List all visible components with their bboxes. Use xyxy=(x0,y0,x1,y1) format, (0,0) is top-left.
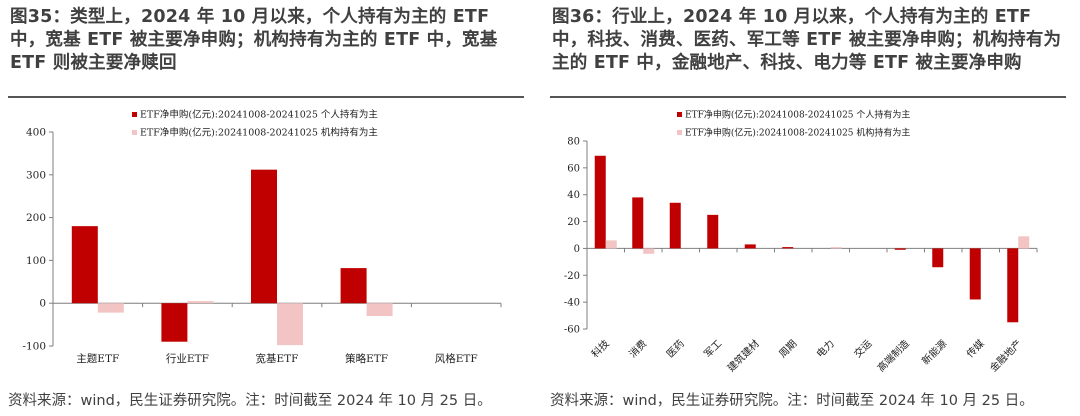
x-category-label: 策略ETF xyxy=(345,352,388,365)
bar-individual xyxy=(707,214,719,249)
x-category-label: 科技 xyxy=(589,337,612,360)
y-tick-label: 60 xyxy=(567,163,580,174)
bar-individual xyxy=(894,248,906,250)
left-figure-panel: 图35：类型上，2024 年 10 月以来，个人持有为主的 ETF 中，宽基 E… xyxy=(8,0,530,416)
x-category-label: 电力 xyxy=(814,337,837,360)
left-figure-title: 图35：类型上，2024 年 10 月以来，个人持有为主的 ETF 中，宽基 E… xyxy=(10,7,498,73)
y-tick-label: 80 xyxy=(567,137,580,148)
legend-swatch xyxy=(677,112,682,117)
y-tick-label: 200 xyxy=(26,212,46,224)
bar-individual xyxy=(669,202,681,249)
y-tick-label: -20 xyxy=(564,271,580,282)
right-source-note: 资料来源：wind，民生证券研究院。注：时间截至 2024 年 10 月 25 … xyxy=(550,393,1034,409)
y-tick-label: 0 xyxy=(39,298,46,310)
bar-institutional xyxy=(830,247,842,249)
x-category-label: 消费 xyxy=(626,337,649,360)
y-tick-label: -60 xyxy=(564,325,580,336)
legend-label: ETF净申购(亿元):20241008-20241025 机构持有为主 xyxy=(140,127,378,139)
bar-institutional xyxy=(605,240,617,249)
bar-individual xyxy=(782,247,794,249)
legend-swatch xyxy=(677,130,682,135)
x-category-label: 主题ETF xyxy=(76,353,119,365)
x-category-label: 高端制造 xyxy=(874,337,911,374)
y-tick-label: 20 xyxy=(567,217,580,228)
right-figure-title: 图36：行业上，2024 年 10 月以来，个人持有为主的 ETF 中，科技、消… xyxy=(552,7,1062,73)
y-tick-label: 0 xyxy=(574,244,580,255)
bar-individual xyxy=(969,248,981,300)
left-source-note: 资料来源：wind，民生证券研究院。注：时间截至 2024 年 10 月 25 … xyxy=(8,393,492,409)
x-category-label: 风格ETF xyxy=(435,352,478,365)
bar-individual xyxy=(71,226,98,304)
x-category-label: 传媒 xyxy=(964,338,987,361)
x-category-label: 行业ETF xyxy=(166,352,209,365)
y-tick-label: 100 xyxy=(26,255,46,267)
x-category-label: 建筑建材 xyxy=(724,337,761,374)
y-tick-label: 40 xyxy=(567,190,580,201)
bar-institutional xyxy=(643,248,655,254)
legend-swatch xyxy=(132,130,137,135)
x-category-label: 医药 xyxy=(664,338,687,361)
bar-individual xyxy=(161,303,188,342)
bar-institutional xyxy=(1018,236,1030,249)
bar-individual xyxy=(251,169,277,304)
right-figure-panel: 图36：行业上，2024 年 10 月以来，个人持有为主的 ETF 中，科技、消… xyxy=(550,0,1072,416)
legend-label: ETF净申购(亿元):20241008-20241025 个人持有为主 xyxy=(685,109,910,121)
x-category-label: 交运 xyxy=(851,337,874,360)
y-tick-label: 400 xyxy=(26,127,46,139)
bar-institutional xyxy=(97,303,124,313)
bar-individual xyxy=(340,268,367,304)
legend-label: ETF净申购(亿元):20241008-20241025 个人持有为主 xyxy=(140,109,378,121)
bar-institutional xyxy=(277,303,303,346)
x-category-label: 新能源 xyxy=(919,337,949,367)
left-bar-chart: ETF净申购(亿元):20241008-20241025 个人持有为主 ETF净申… xyxy=(22,109,502,365)
left-title-divider xyxy=(8,96,524,98)
right-title-divider xyxy=(550,96,1066,98)
y-tick-label: 300 xyxy=(26,169,46,181)
bar-individual xyxy=(1007,248,1019,323)
bar-individual xyxy=(932,248,944,268)
legend-label: ETF净申购(亿元):20241008-20241025 机构持有为主 xyxy=(685,127,910,139)
legend-swatch xyxy=(132,112,137,117)
bar-individual xyxy=(594,155,606,249)
y-tick-label: -100 xyxy=(22,341,46,353)
bar-institutional xyxy=(366,303,393,317)
bar-institutional xyxy=(187,301,214,304)
bar-individual xyxy=(744,244,756,249)
right-bar-chart: ETF净申购(亿元):20241008-20241025 个人持有为主 ETF净申… xyxy=(564,109,1038,374)
y-tick-label: -40 xyxy=(564,298,580,309)
x-category-label: 宽基ETF xyxy=(256,352,299,365)
x-category-label: 周期 xyxy=(777,338,800,361)
bar-individual xyxy=(632,197,644,249)
x-category-label: 金融地产 xyxy=(987,337,1024,374)
x-category-label: 军工 xyxy=(702,338,725,361)
